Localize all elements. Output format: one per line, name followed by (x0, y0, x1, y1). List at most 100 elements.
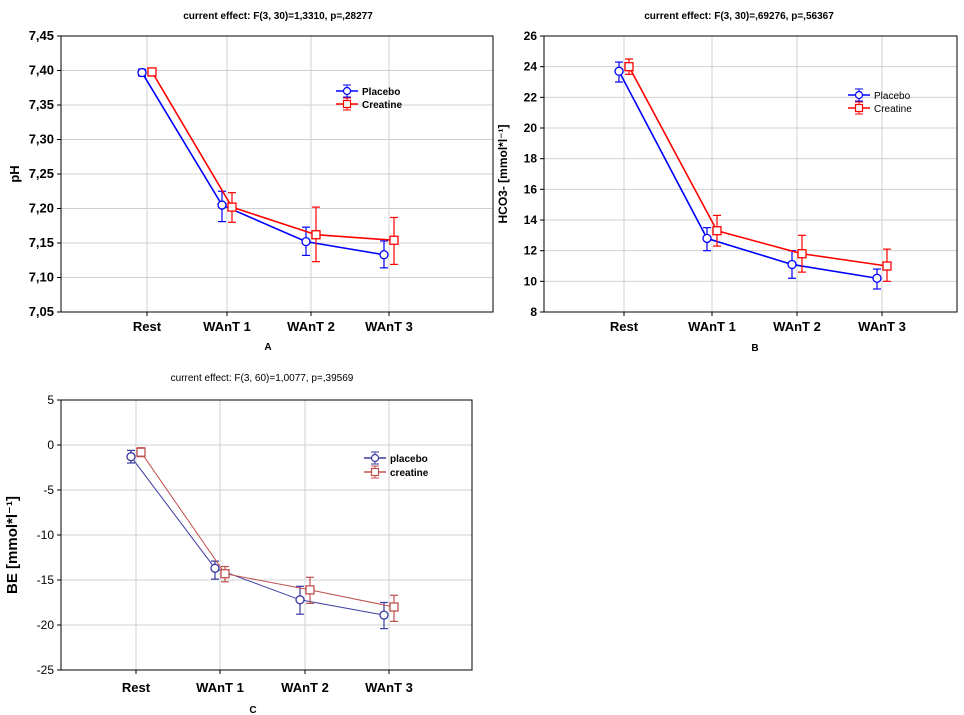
chart-title-b: current effect: F(3, 30)=,69276, p=,5636… (644, 11, 834, 22)
y-tick-label: 8 (530, 305, 537, 319)
y-tick-label: 20 (524, 121, 538, 135)
series-layer-c (126, 447, 399, 630)
data-point-creatine (311, 230, 321, 240)
legend-b: Placebo Creatine (848, 88, 912, 115)
y-tick-label: 7,30 (29, 132, 54, 147)
legend-c: placebo creatine (364, 451, 429, 479)
x-tick-label: WAnT 1 (688, 319, 736, 334)
y-tick-label: 7,35 (29, 97, 54, 112)
legend-label: Placebo (362, 87, 400, 98)
panel-a: current effect: F(3, 30)=1,3310, p=,2827… (7, 11, 494, 353)
legend-marker-square (370, 467, 380, 477)
y-tick-label: 7,40 (29, 63, 54, 78)
x-tick-label: WAnT 3 (858, 319, 906, 334)
y-tick-label: 7,20 (29, 201, 54, 216)
x-tick-label: WAnT 2 (281, 680, 329, 695)
y-tick-label: -25 (37, 663, 55, 677)
legend-label: Placebo (874, 91, 911, 102)
y-tick-label: 24 (524, 60, 538, 74)
series-line-creatine (140, 451, 395, 608)
y-tick-label: 16 (524, 182, 538, 196)
x-tick-label: Rest (122, 680, 151, 695)
data-point-creatine (882, 261, 892, 271)
data-point-placebo (614, 66, 624, 76)
y-tick-label: 12 (524, 244, 538, 258)
panel-caption-c: C (249, 705, 256, 715)
data-point-creatine (389, 602, 399, 612)
y-axis-label-c: BE [mmol*l⁻¹] (4, 496, 21, 594)
x-ticks-c: Rest WAnT 1 WAnT 2 WAnT 3 (122, 670, 413, 695)
grid-c (61, 400, 472, 670)
series-line-creatine (151, 71, 395, 242)
data-point-creatine (389, 235, 399, 245)
legend-marker-square (342, 99, 352, 109)
y-ticks-b: 8 10 12 14 16 18 20 22 24 26 (524, 29, 544, 319)
panel-b: current effect: F(3, 30)=,69276, p=,5636… (496, 11, 958, 354)
y-tick-label: -5 (43, 483, 54, 497)
y-tick-label: 7,15 (29, 235, 54, 250)
data-point-placebo (379, 610, 389, 620)
series-layer-b (614, 58, 892, 290)
panel-c: current effect: F(3, 60)=1,0077, p=,3956… (4, 373, 473, 715)
data-point-creatine (136, 447, 146, 457)
panel-caption-b: B (751, 343, 758, 354)
data-point-placebo (295, 595, 305, 605)
y-tick-label: 7,25 (29, 166, 54, 181)
y-tick-label: 0 (47, 438, 54, 452)
y-ticks-a: 7,05 7,10 7,15 7,20 7,25 7,30 7,35 7,40 7,45 (29, 28, 61, 319)
y-tick-label: -20 (37, 618, 55, 632)
data-point-placebo (217, 200, 227, 210)
y-tick-label: 5 (47, 393, 54, 407)
data-point-placebo (210, 563, 220, 573)
y-ticks-c: -25 -20 -15 -10 -5 0 5 (37, 393, 61, 677)
y-tick-label: 22 (524, 90, 538, 104)
series-line-placebo (130, 456, 385, 616)
x-tick-label: Rest (133, 319, 162, 334)
legend-label: Creatine (362, 100, 402, 111)
x-tick-label: Rest (610, 319, 639, 334)
series-line-creatine (628, 66, 888, 267)
y-axis-label-a: pH (7, 165, 22, 182)
legend-marker-square (854, 103, 864, 113)
y-tick-label: 7,05 (29, 304, 54, 319)
data-point-placebo (379, 250, 389, 260)
x-tick-label: WAnT 3 (365, 319, 413, 334)
data-point-creatine (624, 62, 634, 72)
data-point-creatine (227, 202, 237, 212)
data-point-creatine (305, 585, 315, 595)
x-ticks-a: Rest WAnT 1 WAnT 2 WAnT 3 (133, 312, 413, 334)
data-point-placebo (126, 452, 136, 462)
data-point-placebo (872, 273, 882, 283)
chart-title-c: current effect: F(3, 60)=1,0077, p=,3956… (171, 373, 354, 384)
data-point-creatine (797, 249, 807, 259)
chart-title-a: current effect: F(3, 30)=1,3310, p=,2827… (183, 11, 373, 22)
x-ticks-b: Rest WAnT 1 WAnT 2 WAnT 3 (610, 312, 906, 334)
data-point-placebo (137, 67, 147, 78)
x-tick-label: WAnT 3 (365, 680, 413, 695)
legend-label: Creatine (874, 104, 912, 115)
legend-marker-circle (854, 90, 864, 100)
x-tick-label: WAnT 1 (196, 680, 244, 695)
series-layer-a (137, 67, 399, 269)
y-tick-label: 14 (524, 213, 538, 227)
data-point-placebo (301, 236, 311, 247)
series-line-placebo (141, 72, 385, 256)
y-tick-label: -10 (37, 528, 55, 542)
y-tick-label: 18 (524, 152, 538, 166)
series-line-placebo (618, 70, 878, 280)
y-tick-label: 10 (524, 274, 538, 288)
y-tick-label: 7,45 (29, 28, 54, 43)
legend-marker-circle (342, 86, 352, 96)
y-tick-label: 26 (524, 29, 538, 43)
x-tick-label: WAnT 2 (773, 319, 821, 334)
panel-caption-a: A (264, 342, 271, 353)
plot-frame-b (543, 35, 958, 313)
data-point-placebo (787, 259, 797, 270)
data-point-placebo (702, 233, 712, 244)
y-tick-label: -15 (37, 573, 55, 587)
x-tick-label: WAnT 2 (287, 319, 335, 334)
grid-b (544, 36, 957, 312)
legend-label: creatine (390, 468, 429, 479)
y-tick-label: 7,10 (29, 270, 54, 285)
